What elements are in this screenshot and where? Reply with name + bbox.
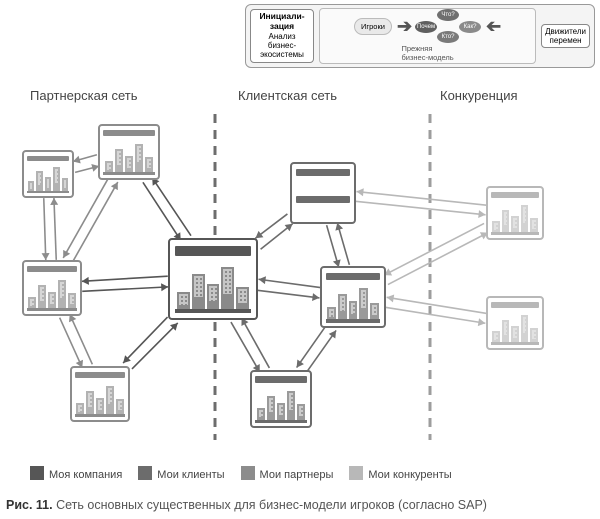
- edge-me-c1: [261, 224, 293, 250]
- legend-item-competitor: Мои конкуренты: [349, 466, 451, 481]
- legend-item-company: Моя компания: [30, 466, 122, 481]
- center-caption: Прежняябизнес-модель: [401, 44, 453, 62]
- edge-me-c2: [257, 290, 319, 301]
- caption-prefix: Рис. 11.: [6, 498, 56, 512]
- edge-p2-p1: [73, 155, 97, 164]
- edge-c3-me: [241, 318, 269, 368]
- init-title: Инициали-зация: [254, 12, 310, 32]
- header-client: Клиентская сеть: [238, 88, 337, 103]
- node-me: [168, 238, 258, 320]
- edge-p3-me: [82, 283, 168, 291]
- petal-left: Почем: [415, 21, 437, 33]
- edge-c1-k1: [356, 201, 486, 218]
- petal-right: Как?: [459, 21, 481, 33]
- node-k2: [486, 296, 544, 350]
- edge-c1-me: [255, 214, 287, 238]
- edge-c2-c3: [297, 326, 326, 368]
- legend-swatch: [241, 466, 255, 480]
- node-p3: [22, 260, 82, 316]
- edge-p3-p4: [60, 318, 83, 368]
- node-k1: [486, 186, 544, 240]
- legend-label: Мои партнеры: [260, 469, 334, 481]
- caption-text: Сеть основных существенных для бизнес-мо…: [56, 498, 487, 512]
- edge-me-p3: [82, 276, 168, 285]
- legend-label: Мои клиенты: [157, 469, 224, 481]
- legend-swatch: [138, 466, 152, 480]
- petal-top: Что?: [437, 9, 459, 21]
- legend-swatch: [30, 466, 44, 480]
- init-sub: Анализбизнес-экосистемы: [254, 32, 310, 60]
- edge-p3-p1: [50, 198, 58, 260]
- drivers-label: Движителиперемен: [545, 27, 586, 45]
- node-p2: [98, 124, 160, 180]
- legend-item-partner: Мои партнеры: [241, 466, 334, 481]
- edge-k1-c1: [356, 188, 486, 205]
- model-petals: Что?Как?Кто?Почем: [417, 11, 481, 43]
- legend-swatch: [349, 466, 363, 480]
- edge-p3-p2: [73, 182, 118, 262]
- node-c2: [320, 266, 386, 328]
- figure-caption: Рис. 11. Сеть основных существенных для …: [6, 498, 487, 512]
- init-center: Игроки ➔ Что?Как?Кто?Почем ➔ Прежняябизн…: [319, 8, 536, 64]
- arrow-left-icon: ➔: [486, 16, 501, 37]
- network-stage: [0, 110, 600, 450]
- edge-c1-c2: [327, 225, 341, 267]
- edge-p1-p3: [42, 198, 50, 260]
- node-p4: [70, 366, 130, 422]
- edge-me-c3: [231, 322, 260, 372]
- arrow-right-icon: ➔: [397, 16, 412, 37]
- edge-c2-k1: [388, 232, 488, 284]
- legend-label: Мои конкуренты: [368, 469, 451, 481]
- legend-item-client: Мои клиенты: [138, 466, 224, 481]
- drivers-cell: Движителиперемен: [541, 24, 590, 48]
- edge-p1-p2: [75, 164, 99, 172]
- edge-c2-me: [259, 276, 321, 287]
- petal-bottom: Кто?: [437, 31, 459, 43]
- node-c1: [290, 162, 356, 224]
- edge-p4-p3: [69, 314, 92, 364]
- edge-k1-c2: [384, 223, 484, 275]
- header-compet: Конкуренция: [440, 88, 518, 103]
- node-c3: [250, 370, 312, 428]
- init-cell: Инициали-зация Анализбизнес-экосистемы: [250, 9, 314, 62]
- edge-c2-c1: [335, 223, 349, 265]
- players-bubble: Игроки: [354, 18, 392, 35]
- header-partner: Партнерская сеть: [30, 88, 138, 103]
- legend: Моя компания Мои клиенты Мои партнеры Мои к…: [30, 466, 452, 481]
- initialization-panel: Инициали-зация Анализбизнес-экосистемы И…: [245, 4, 595, 68]
- node-p1: [22, 150, 74, 198]
- legend-label: Моя компания: [49, 469, 122, 481]
- edge-c3-c2: [306, 330, 336, 372]
